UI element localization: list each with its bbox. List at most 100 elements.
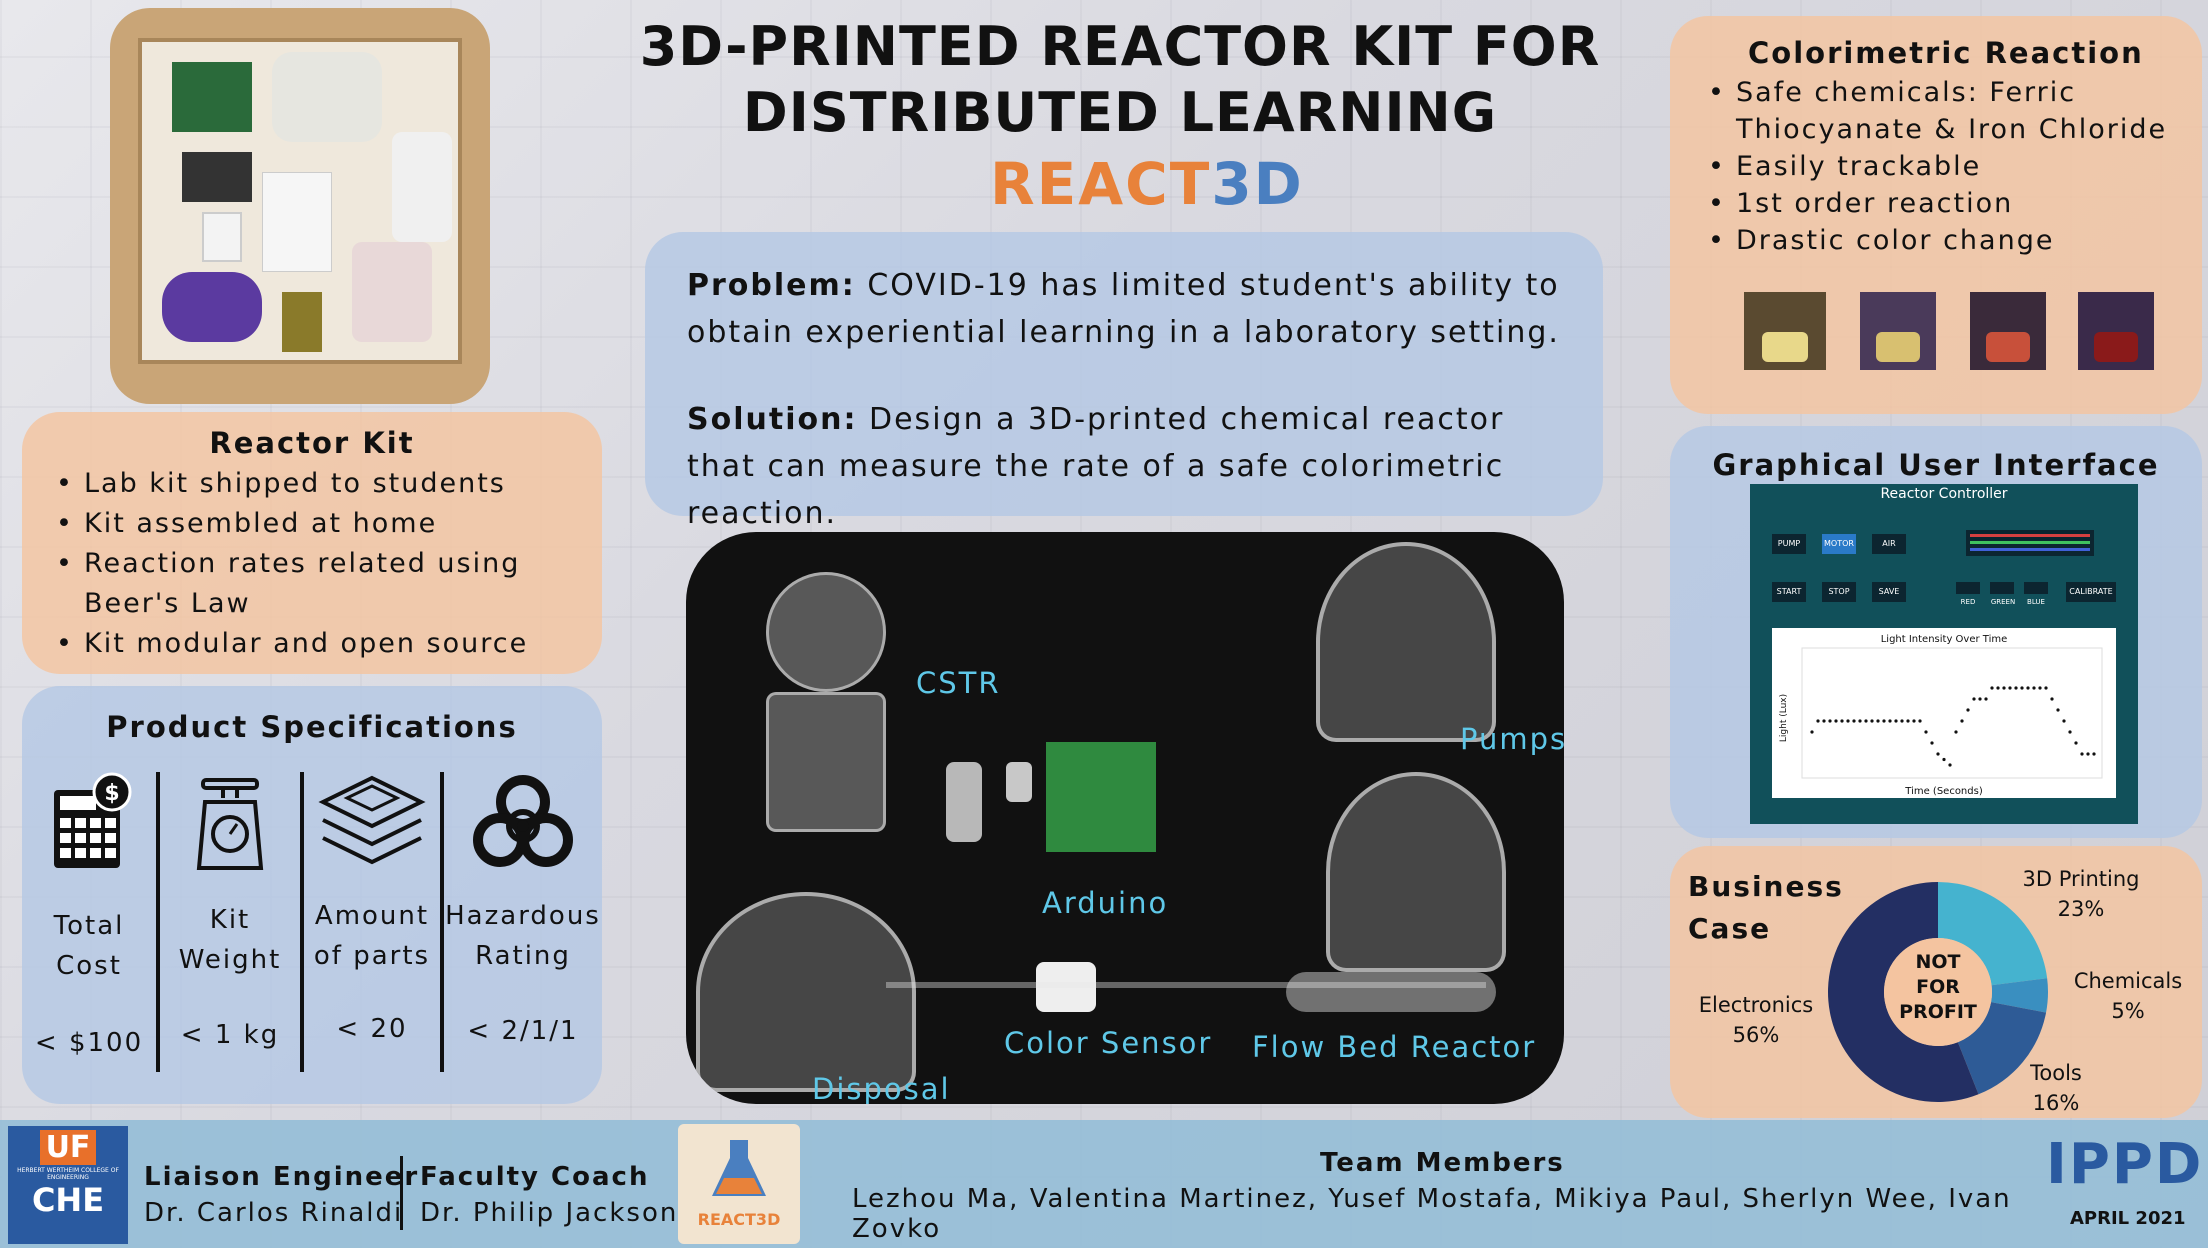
problem-statement: Problem: COVID-19 has limited student's … [687, 268, 1560, 350]
stop-button[interactable]: STOP [1822, 582, 1856, 602]
reaction-photo-3 [1970, 292, 2046, 370]
plot-point [1810, 730, 1814, 734]
plot-point [1816, 719, 1820, 723]
plot-point [2008, 686, 2012, 690]
reactor-kit-panel: Reactor Kit Lab kit shipped to students … [22, 412, 602, 674]
plot-point [1822, 719, 1826, 723]
plot-point [2002, 686, 2006, 690]
list-item: Kit modular and open source [52, 624, 572, 664]
blue-label: BLUE [2027, 598, 2045, 606]
business-pie-chart [1828, 882, 2048, 1102]
uf-che-logo: UF HERBERT WERTHEIM COLLEGE OF ENGINEERI… [8, 1126, 128, 1244]
list-item: 1st order reaction [1704, 185, 2182, 222]
calibrate-button[interactable]: CALIBRATE [2066, 582, 2116, 602]
spec-label: of parts [313, 941, 431, 971]
air-button[interactable]: AIR [1872, 534, 1906, 554]
reaction-photo-2 [1860, 292, 1936, 370]
plot-point [1990, 686, 1994, 690]
list-item: Safe chemicals: Ferric Thiocyanate & Iro… [1704, 74, 2182, 148]
plot-point [1972, 697, 1976, 701]
liaison-name: Dr. Carlos Rinaldi [144, 1198, 404, 1228]
plot-point [1930, 741, 1934, 745]
plot-point [1978, 697, 1982, 701]
plot-xlabel: Time (Seconds) [1904, 786, 1983, 797]
liaison-title: Liaison Engineer [144, 1162, 420, 1192]
plot-point [2086, 752, 2090, 756]
product-specs-title: Product Specifications [106, 710, 518, 744]
biohazard-icon [473, 775, 573, 867]
spec-label: Total [53, 911, 125, 941]
react3d-footer-logo: REACT3D [678, 1124, 800, 1244]
product-specs-panel: Product Specifications $ Total Cost < $1… [22, 686, 602, 1104]
plot-point [2074, 741, 2078, 745]
team-names: Lezhou Ma, Valentina Martinez, Yusef Mos… [852, 1184, 2012, 1244]
plot-point [2038, 686, 2042, 690]
plot-point [1912, 719, 1916, 723]
calculator-dollar-icon: $ [54, 772, 132, 868]
spec-value: < 20 [336, 1014, 408, 1044]
plot-point [2056, 708, 2060, 712]
spec-label: Hazardous [445, 901, 601, 931]
plot-point [1984, 697, 1988, 701]
plot-title: Light Intensity Over Time [1881, 634, 2008, 645]
list-item: Drastic color change [1704, 222, 2182, 259]
plot-point [1948, 763, 1952, 767]
spec-value: < 2/1/1 [467, 1016, 579, 1046]
list-item: Kit assembled at home [52, 504, 572, 544]
plot-point [2026, 686, 2030, 690]
label-pumps: Pumps [1460, 722, 1564, 756]
list-item: Reaction rates related using Beer's Law [52, 544, 572, 624]
plot-point [2092, 752, 2096, 756]
spec-label: Rating [475, 941, 571, 971]
list-item: Easily trackable [1704, 148, 2182, 185]
legend-3d-printing: 3D Printing 23% [2022, 867, 2140, 921]
label-color-sensor: Color Sensor [1004, 1026, 1213, 1060]
plot-point [1828, 719, 1832, 723]
plot-point [1996, 686, 2000, 690]
plot-point [2032, 686, 2036, 690]
coach-name: Dr. Philip Jackson [420, 1198, 679, 1228]
plot-point [1960, 719, 1964, 723]
coach-title: Faculty Coach [420, 1162, 650, 1192]
plot-point [2080, 752, 2084, 756]
save-button[interactable]: SAVE [1872, 582, 1906, 602]
rgb-sliders[interactable] [1966, 530, 2094, 556]
plot-point [1918, 719, 1922, 723]
reactor-photo: CSTR Pumps Arduino Color Sensor Flow Bed… [686, 532, 1564, 1104]
list-item: Lab kit shipped to students [52, 464, 572, 504]
plot-point [1894, 719, 1898, 723]
team-title: Team Members [1320, 1148, 1565, 1178]
plot-point [1840, 719, 1844, 723]
spec-label: Cost [56, 951, 122, 981]
footer: UF HERBERT WERTHEIM COLLEGE OF ENGINEERI… [0, 1120, 2208, 1248]
legend-chemicals: Chemicals 5% [2073, 969, 2183, 1023]
reactor-kit-title: Reactor Kit [209, 426, 415, 460]
plot-point [1864, 719, 1868, 723]
gui-window-title: Reactor Controller [1880, 486, 2008, 502]
label-disposal: Disposal [812, 1072, 951, 1104]
green-label: GREEN [1990, 598, 2016, 606]
plot-point [2020, 686, 2024, 690]
legend-electronics: Electronics 56% [1698, 993, 1814, 1047]
spec-value: < $100 [34, 1028, 144, 1058]
plot-point [2014, 686, 2018, 690]
divider [300, 772, 304, 1072]
ippd-logo: IPPD [2046, 1132, 2204, 1197]
problem-solution-panel: Problem: COVID-19 has limited student's … [645, 232, 1603, 531]
plot-point [1870, 719, 1874, 723]
gui-screenshot: Reactor Controller PUMP MOTOR AIR START … [1750, 484, 2138, 824]
plot-point [1906, 719, 1910, 723]
pump-button[interactable]: PUMP [1772, 534, 1806, 554]
colorimetric-panel: Colorimetric Reaction Safe chemicals: Fe… [1670, 16, 2202, 414]
plot-point [2068, 730, 2072, 734]
legend-tools: Tools 16% [2030, 1061, 2082, 1115]
motor-button[interactable]: MOTOR [1822, 534, 1856, 554]
light-intensity-plot: Light Intensity Over Time Time (Seconds)… [1772, 628, 2116, 798]
plot-point [1924, 730, 1928, 734]
colorimetric-title: Colorimetric Reaction [1748, 36, 2144, 70]
plot-points [1810, 686, 2096, 767]
divider [156, 772, 160, 1072]
start-button[interactable]: START [1772, 582, 1806, 602]
divider [440, 772, 444, 1072]
plot-point [2062, 719, 2066, 723]
